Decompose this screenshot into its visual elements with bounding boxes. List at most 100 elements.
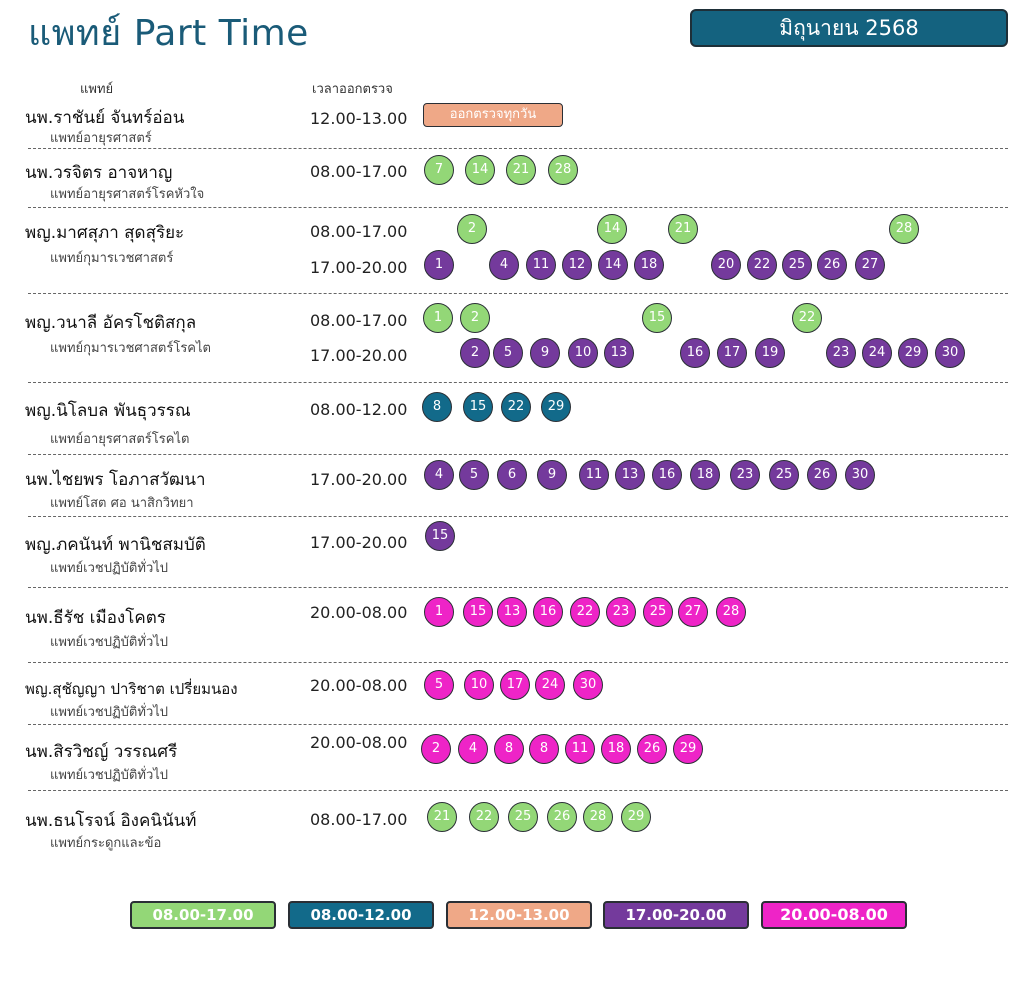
day-marker: 6 (497, 460, 527, 490)
day-marker: 4 (489, 250, 519, 280)
day-marker: 21 (668, 214, 698, 244)
day-marker: 5 (459, 460, 489, 490)
day-marker: 22 (747, 250, 777, 280)
day-marker: 18 (690, 460, 720, 490)
day-marker: 18 (634, 250, 664, 280)
day-marker: 26 (817, 250, 847, 280)
doctor-name: พญ.สุชัญญา ปาริชาต เปรี่ยมนอง (25, 680, 238, 698)
day-marker: 2 (460, 303, 490, 333)
day-marker: 28 (583, 802, 613, 832)
doctor-specialty: แพทย์อายุรศาสตร์ (50, 131, 152, 146)
day-marker: 13 (604, 338, 634, 368)
doctor-specialty: แพทย์อายุรศาสตร์โรคหัวใจ (50, 187, 205, 202)
shift-time: 20.00-08.00 (310, 603, 408, 622)
row-divider (28, 207, 1008, 208)
day-marker: 21 (427, 802, 457, 832)
doctor-specialty: แพทย์กุมารเวชศาสตร์โรคไต (50, 341, 211, 356)
day-marker: 27 (855, 250, 885, 280)
doctor-specialty: แพทย์กุมารเวชศาสตร์ (50, 251, 174, 266)
column-header-time: เวลาออกตรวจ (312, 82, 393, 97)
doctor-name: นพ.วรจิตร อาจหาญ (25, 163, 173, 183)
day-marker: 2 (421, 734, 451, 764)
day-marker: 17 (500, 670, 530, 700)
day-marker: 27 (678, 597, 708, 627)
row-divider (28, 662, 1008, 663)
day-marker: 11 (526, 250, 556, 280)
doctor-specialty: แพทย์โสต ศอ นาสิกวิทยา (50, 496, 194, 511)
day-marker: 22 (469, 802, 499, 832)
day-marker: 4 (458, 734, 488, 764)
column-header-doctor: แพทย์ (80, 82, 114, 97)
shift-time: 20.00-08.00 (310, 733, 408, 752)
day-marker: 13 (615, 460, 645, 490)
doctor-name: นพ.ราชันย์ จันทร์อ่อน (25, 108, 185, 128)
day-marker: 28 (716, 597, 746, 627)
doctor-name: นพ.ธนโรจน์ อิงคนินันท์ (25, 811, 197, 831)
row-divider (28, 516, 1008, 517)
day-marker: 17 (717, 338, 747, 368)
day-marker: 22 (501, 392, 531, 422)
day-marker: 14 (597, 214, 627, 244)
day-marker: 11 (579, 460, 609, 490)
day-marker: 23 (606, 597, 636, 627)
shift-time: 20.00-08.00 (310, 676, 408, 695)
day-marker: 25 (782, 250, 812, 280)
day-marker: 15 (642, 303, 672, 333)
day-marker: 26 (637, 734, 667, 764)
day-marker: 14 (598, 250, 628, 280)
day-marker: 8 (494, 734, 524, 764)
day-marker: 26 (547, 802, 577, 832)
day-marker: 30 (573, 670, 603, 700)
day-marker: 22 (570, 597, 600, 627)
shift-time: 08.00-12.00 (310, 400, 408, 419)
row-divider (28, 790, 1008, 791)
row-divider (28, 454, 1008, 455)
day-marker: 30 (845, 460, 875, 490)
day-marker: 11 (565, 734, 595, 764)
legend-item-pink: 20.00-08.00 (761, 901, 907, 929)
page-title: แพทย์ Part Time (28, 13, 309, 54)
day-marker: 10 (464, 670, 494, 700)
row-divider (28, 293, 1008, 294)
doctor-name: นพ.สิรวิชญ์ วรรณศรี (25, 742, 178, 762)
day-marker: 29 (541, 392, 571, 422)
day-marker: 10 (568, 338, 598, 368)
day-marker: 1 (424, 250, 454, 280)
day-marker: 28 (548, 155, 578, 185)
day-marker: 24 (862, 338, 892, 368)
row-divider (28, 382, 1008, 383)
day-marker: 9 (537, 460, 567, 490)
legend-item-green: 08.00-17.00 (130, 901, 276, 929)
day-marker: 15 (425, 521, 455, 551)
doctor-name: พญ.นิโลบล พันธุวรรณ (25, 401, 191, 421)
day-marker: 5 (424, 670, 454, 700)
doctor-specialty: แพทย์เวชปฏิบัติทั่วไป (50, 635, 169, 650)
day-marker: 16 (652, 460, 682, 490)
day-marker: 22 (792, 303, 822, 333)
doctor-name: พญ.วนาลี อัครโชติสกุล (25, 313, 197, 333)
shift-time: 08.00-17.00 (310, 162, 408, 181)
shift-time: 08.00-17.00 (310, 222, 408, 241)
day-marker: 28 (889, 214, 919, 244)
day-marker: 12 (562, 250, 592, 280)
shift-time: 08.00-17.00 (310, 810, 408, 829)
day-marker: 19 (755, 338, 785, 368)
day-marker: 26 (807, 460, 837, 490)
day-marker: 8 (529, 734, 559, 764)
legend-item-peach: 12.00-13.00 (446, 901, 592, 929)
doctor-name: พญ.มาศสุภา สุดสุริยะ (25, 223, 185, 243)
day-marker: 9 (530, 338, 560, 368)
legend-item-blue: 08.00-12.00 (288, 901, 434, 929)
day-marker: 18 (601, 734, 631, 764)
doctor-name: นพ.ไชยพร โอภาสวัฒนา (25, 470, 206, 490)
shift-time: 17.00-20.00 (310, 470, 408, 489)
day-marker: 15 (463, 597, 493, 627)
day-marker: 1 (423, 303, 453, 333)
day-marker: 8 (422, 392, 452, 422)
legend-item-purple: 17.00-20.00 (603, 901, 749, 929)
doctor-specialty: แพทย์กระดูกและข้อ (50, 836, 162, 851)
shift-time: 17.00-20.00 (310, 346, 408, 365)
day-marker: 2 (460, 338, 490, 368)
day-marker: 13 (497, 597, 527, 627)
day-marker: 25 (508, 802, 538, 832)
